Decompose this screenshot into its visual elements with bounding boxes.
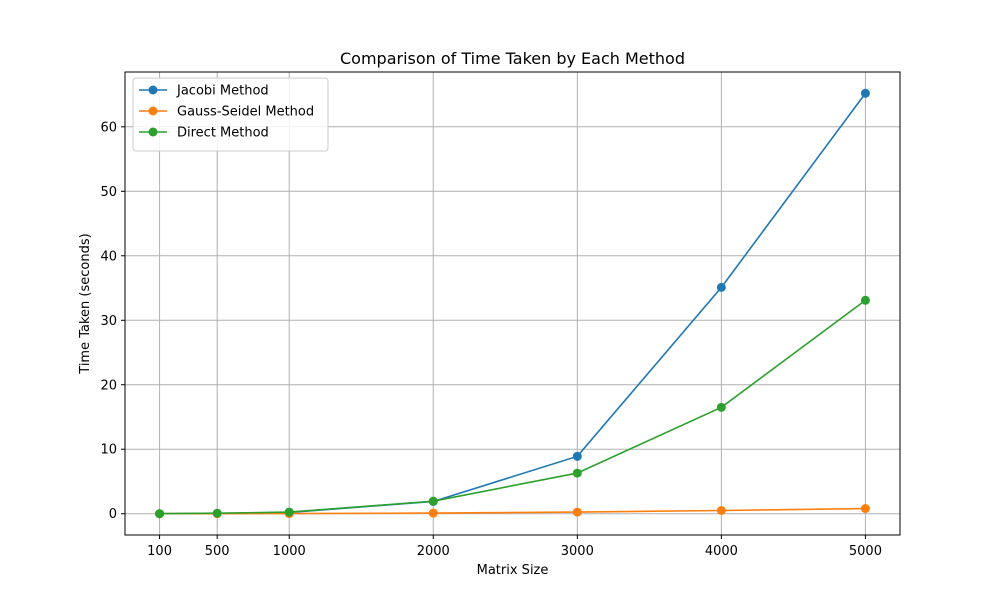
data-point — [155, 509, 165, 519]
series-layer — [155, 88, 870, 519]
data-point — [716, 402, 726, 412]
y-tick-label: 20 — [100, 378, 117, 393]
y-axis: 0 10 20 30 40 50 60 — [100, 120, 125, 522]
data-point — [860, 295, 870, 305]
x-axis: 100 500 1000 2000 3000 4000 5000 — [147, 535, 882, 559]
data-point — [572, 507, 582, 517]
x-tick-label: 500 — [205, 544, 230, 559]
y-tick-label: 40 — [100, 249, 117, 264]
legend-item: Direct Method — [139, 126, 269, 141]
y-tick-label: 0 — [109, 507, 117, 522]
data-point — [860, 88, 870, 98]
x-axis-label: Matrix Size — [477, 563, 549, 578]
data-point — [860, 504, 870, 514]
data-point — [716, 282, 726, 292]
y-tick-label: 10 — [100, 443, 117, 458]
series-direct-method — [155, 295, 870, 519]
data-point — [428, 508, 438, 518]
data-point — [572, 451, 582, 461]
x-tick-label: 100 — [147, 544, 172, 559]
legend-box — [132, 77, 329, 152]
legend-item: Jacobi Method — [139, 84, 269, 99]
x-tick-label: 4000 — [705, 544, 738, 559]
legend-label: Jacobi Method — [176, 84, 269, 99]
legend-marker — [148, 127, 158, 137]
chart-title: Comparison of Time Taken by Each Method — [340, 49, 685, 68]
data-point — [716, 505, 726, 515]
data-point — [428, 496, 438, 506]
data-point — [284, 507, 294, 517]
y-tick-label: 60 — [100, 120, 117, 135]
legend-marker — [148, 106, 158, 116]
y-tick-label: 50 — [100, 185, 117, 200]
data-point — [212, 508, 222, 518]
legend-label: Direct Method — [177, 126, 269, 141]
y-tick-label: 30 — [100, 314, 117, 329]
y-axis-label: Time Taken (seconds) — [78, 233, 93, 374]
x-tick-label: 1000 — [273, 544, 306, 559]
legend-marker — [148, 85, 158, 95]
legend: Jacobi Method Gauss-Seidel Method Direct M… — [132, 77, 329, 152]
legend-item: Gauss-Seidel Method — [139, 105, 314, 120]
data-point — [572, 468, 582, 478]
x-tick-label: 3000 — [561, 544, 594, 559]
x-tick-label: 5000 — [849, 544, 882, 559]
legend-label: Gauss-Seidel Method — [177, 105, 314, 120]
plot-area — [124, 71, 901, 536]
x-tick-label: 2000 — [417, 544, 450, 559]
